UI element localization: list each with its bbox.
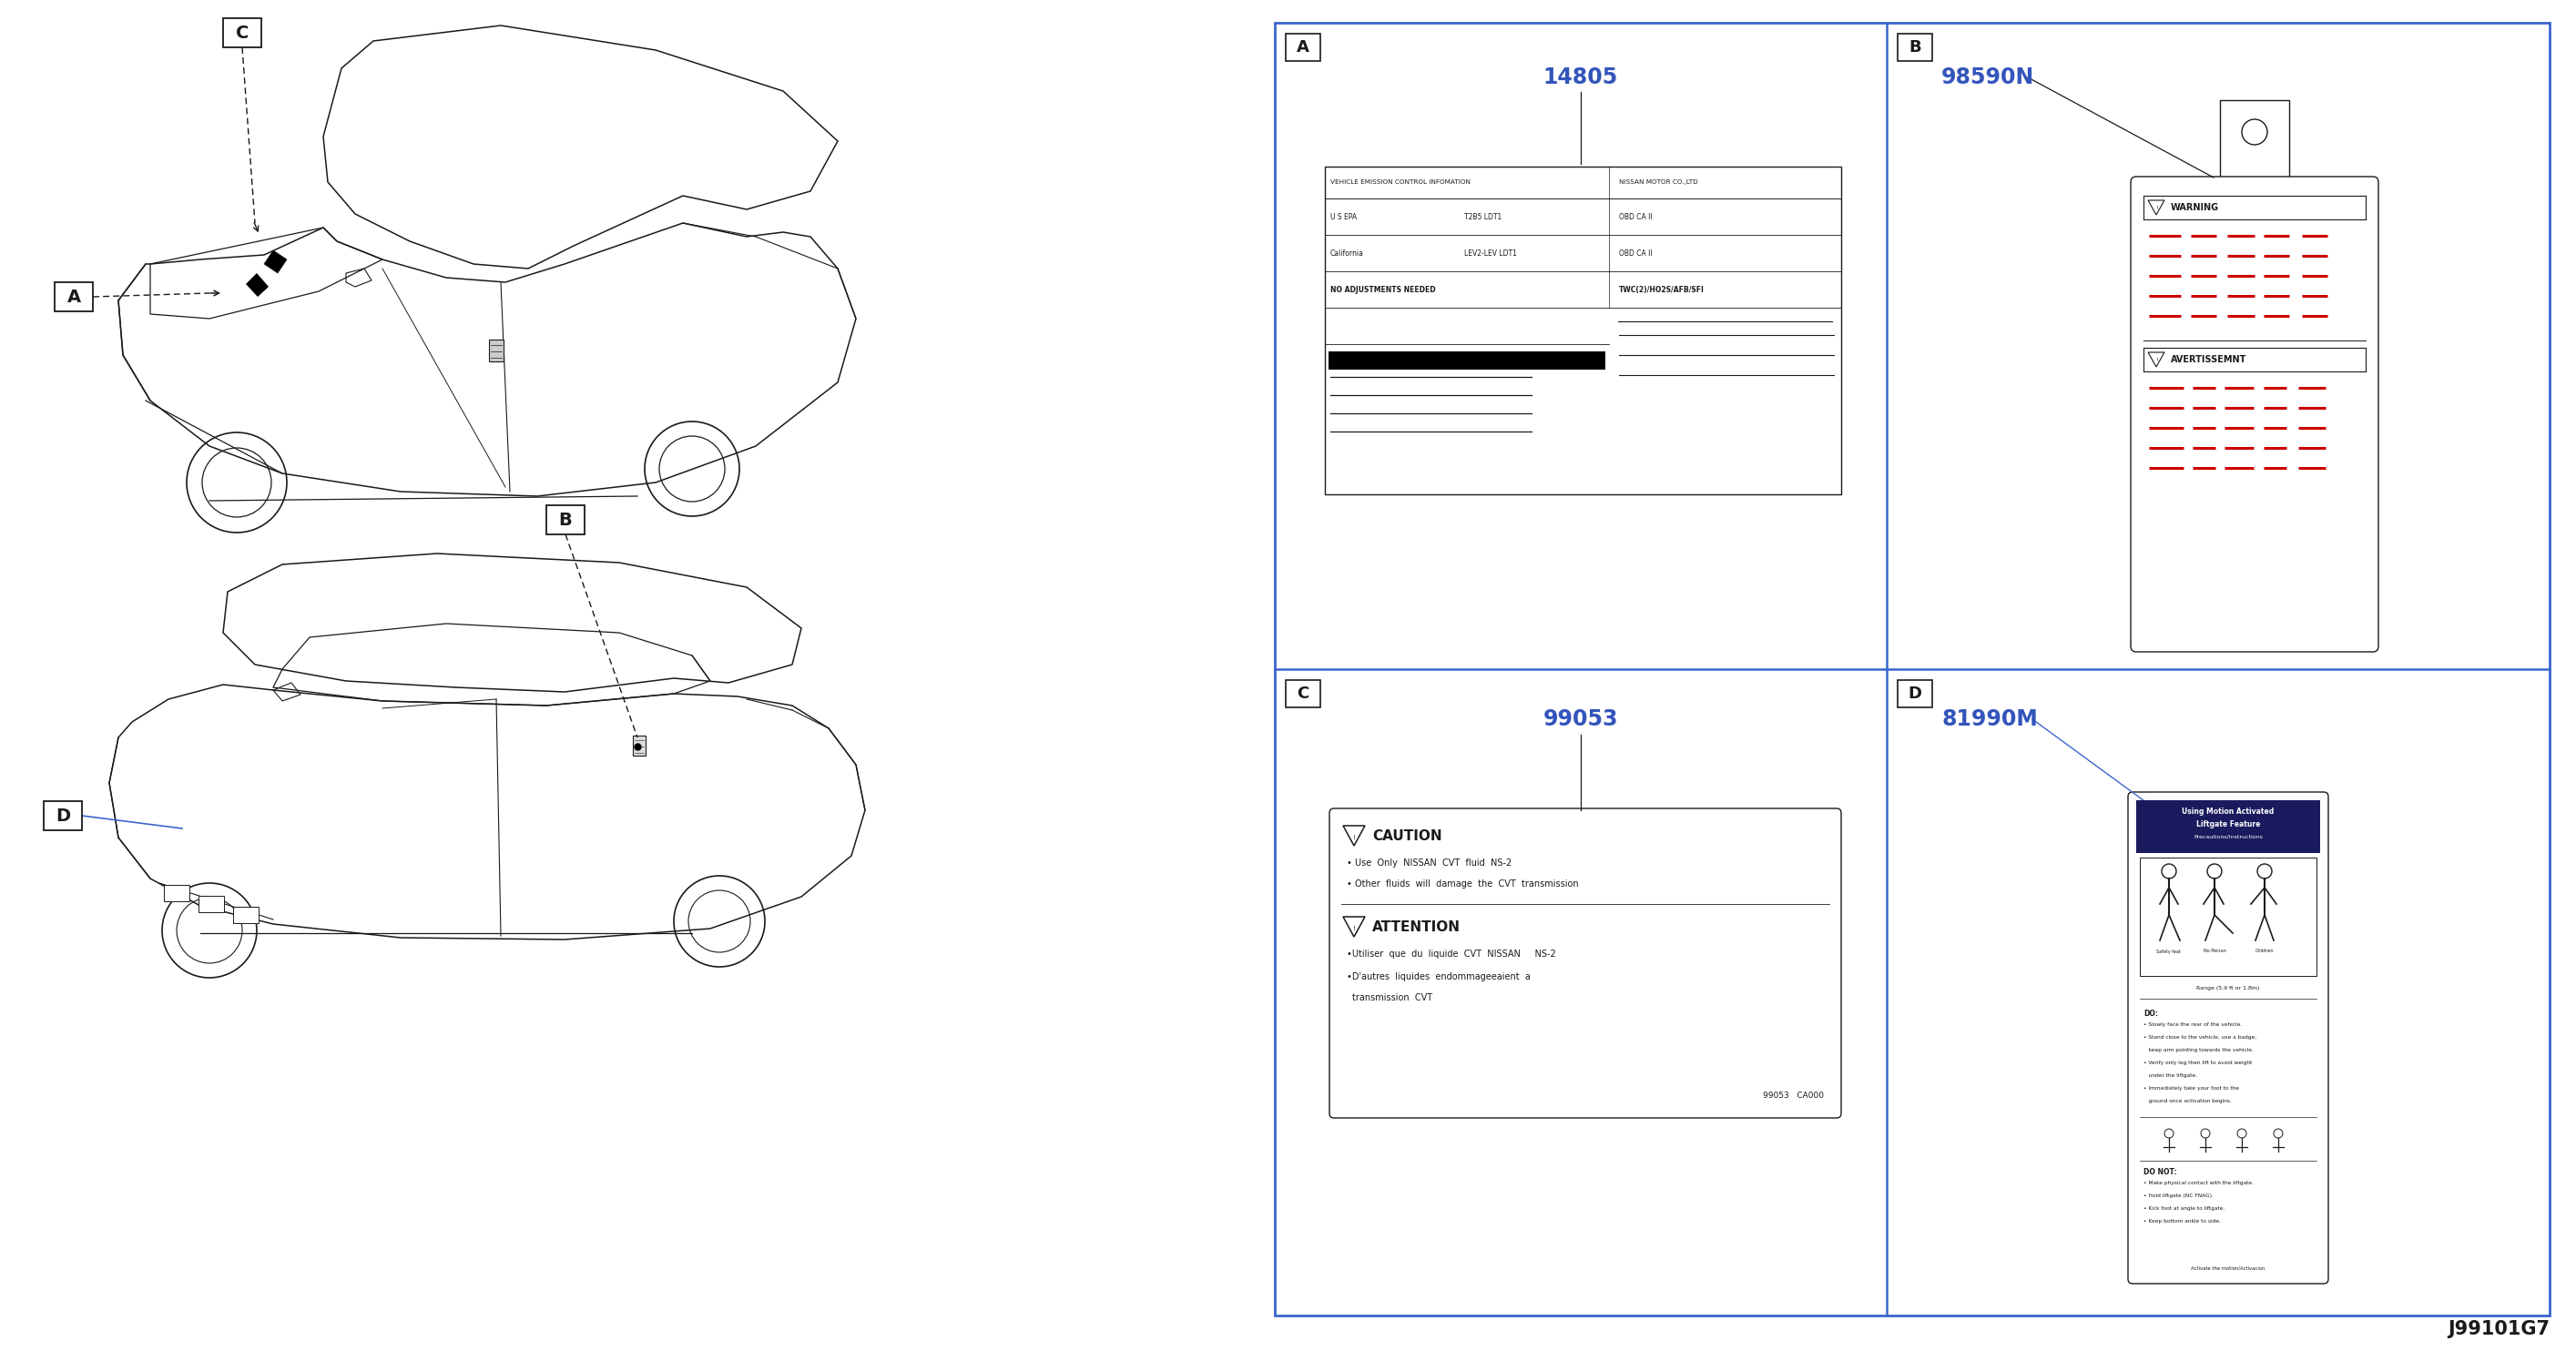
Text: WARNING: WARNING [2172,203,2218,212]
Text: !: ! [1352,835,1355,840]
Text: Range (5.9 ft or 1.8m): Range (5.9 ft or 1.8m) [2197,985,2259,990]
Text: Using Motion Activated: Using Motion Activated [2182,807,2275,815]
Text: 99053   CA000: 99053 CA000 [1762,1092,1824,1100]
Bar [1899,34,1932,61]
Text: keep arm pointing towards the vehicle.: keep arm pointing towards the vehicle. [2143,1048,2254,1052]
Bar [198,896,224,912]
FancyBboxPatch shape [1329,808,1842,1117]
Polygon shape [245,273,268,297]
Text: • Other  fluids  will  damage  the  CVT  transmission: • Other fluids will damage the CVT trans… [1347,880,1579,889]
Text: NO ADJUSTMENTS NEEDED: NO ADJUSTMENTS NEEDED [1329,285,1435,293]
Text: • Hold liftgate (NC FNAG).: • Hold liftgate (NC FNAG). [2143,1193,2213,1198]
Text: • Slowly face the rear of the vehicle.: • Slowly face the rear of the vehicle. [2143,1023,2241,1027]
Text: VEHICLE EMISSION CONTROL INFOMATION: VEHICLE EMISSION CONTROL INFOMATION [1329,180,1471,185]
Bar [1285,680,1321,708]
Bar [232,907,258,923]
Bar [2141,858,2316,975]
Text: California: California [1329,249,1363,257]
Text: !: ! [1352,925,1355,931]
FancyBboxPatch shape [2130,177,2378,651]
Text: D: D [57,807,70,824]
Bar [1899,680,1932,708]
Text: NISSAN MOTOR CO.,LTD: NISSAN MOTOR CO.,LTD [1620,180,1698,185]
Text: • Kick foot at angle to liftgate.: • Kick foot at angle to liftgate. [2143,1206,2226,1210]
Text: •Utiliser  que  du  liquide  CVT  NISSAN     NS-2: •Utiliser que du liquide CVT NISSAN NS-2 [1347,950,1556,959]
Bar [546,505,585,535]
Text: LEV2-LEV LDT1: LEV2-LEV LDT1 [1463,249,1517,257]
FancyBboxPatch shape [2128,792,2329,1283]
Text: A: A [1296,39,1309,55]
Text: CAUTION: CAUTION [1373,830,1443,843]
Text: AVERTISSEMNT: AVERTISSEMNT [2172,355,2246,365]
Bar [2221,100,2290,182]
Text: Liftgate Feature: Liftgate Feature [2197,820,2259,828]
Text: •D'autres  liquides  endommageeaient  a: •D'autres liquides endommageeaient a [1347,973,1530,981]
Text: • Stand close to the vehicle, use a badge,: • Stand close to the vehicle, use a badg… [2143,1035,2257,1040]
Bar [1275,23,2550,1316]
Text: DO NOT:: DO NOT: [2143,1169,2177,1177]
Bar [1329,351,1605,370]
Bar [165,885,191,901]
Text: • Keep bottom ankle to side.: • Keep bottom ankle to side. [2143,1219,2221,1224]
Text: U S EPA: U S EPA [1329,212,1358,220]
Text: OBD CA II: OBD CA II [1620,249,1654,257]
Text: ATTENTION: ATTENTION [1373,920,1461,934]
Text: D: D [1909,685,1922,703]
Text: 98590N: 98590N [1942,66,2035,88]
Text: transmission  CVT: transmission CVT [1352,993,1432,1002]
Bar [489,339,502,362]
Bar [1324,166,1842,494]
Text: • Use  Only  NISSAN  CVT  fluid  NS-2: • Use Only NISSAN CVT fluid NS-2 [1347,858,1512,867]
Text: C: C [1296,685,1309,703]
Text: 81990M: 81990M [1942,708,2038,730]
Bar [54,282,93,311]
Text: Safety feat: Safety feat [2156,948,2182,954]
Text: Activate the motion/Activacion: Activate the motion/Activacion [2192,1266,2264,1270]
Bar [2136,800,2321,852]
Text: Children: Children [2254,948,2275,954]
Text: C: C [234,24,250,42]
Text: T2B5 LDT1: T2B5 LDT1 [1463,212,1502,220]
Bar [634,735,647,755]
Text: • Verify only leg then lift to avoid weight: • Verify only leg then lift to avoid wei… [2143,1061,2251,1065]
Text: 99053: 99053 [1543,708,1618,730]
Text: DO:: DO: [2143,1009,2159,1017]
Text: • Immediately take your foot to the: • Immediately take your foot to the [2143,1086,2239,1090]
Text: under the liftgate.: under the liftgate. [2143,1073,2197,1078]
Text: ground once activation begins.: ground once activation begins. [2143,1098,2231,1104]
Bar [1285,34,1321,61]
Text: J99101G7: J99101G7 [2447,1320,2550,1339]
Text: No Person: No Person [2202,948,2226,954]
Text: 14805: 14805 [1543,66,1618,88]
Bar [44,801,82,831]
Bar [224,18,260,47]
Text: OBD CA II: OBD CA II [1620,212,1654,220]
Text: Precautions/Instructions: Precautions/Instructions [2195,835,2262,839]
Polygon shape [265,250,286,273]
Text: B: B [559,511,572,528]
Text: B: B [1909,39,1922,55]
Text: A: A [67,288,80,305]
Text: TWC(2)/HO2S/AFB/SFI: TWC(2)/HO2S/AFB/SFI [1620,285,1705,293]
Text: • Make physical contact with the liftgate.: • Make physical contact with the liftgat… [2143,1181,2254,1185]
